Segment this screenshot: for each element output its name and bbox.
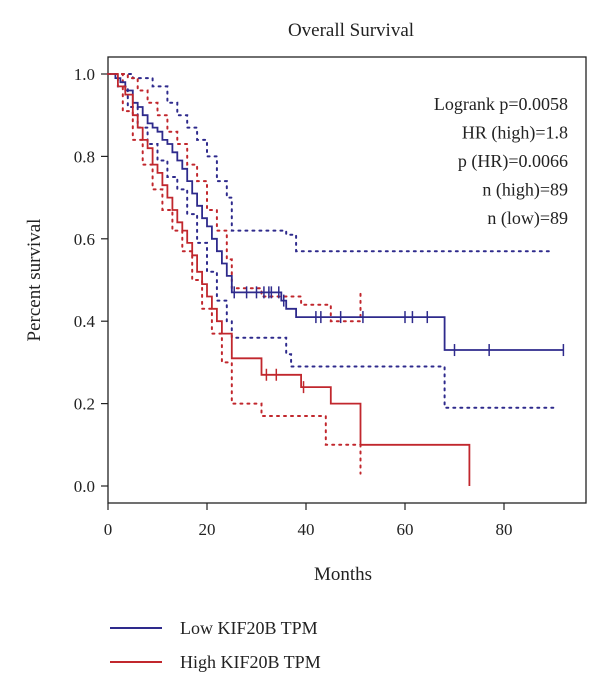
y-tick-label: 0.8	[74, 147, 95, 166]
x-tick-label: 0	[104, 520, 113, 539]
statistics-annotations: Logrank p=0.0058 HR (high)=1.8 p (HR)=0.00…	[434, 94, 568, 229]
high-upper-ci-line	[107, 73, 362, 323]
x-tick-label: 60	[397, 520, 414, 539]
y-axis: 0.0 0.2 0.4 0.6 0.8 1.0	[74, 65, 108, 496]
x-axis: 0 20 40 60 80	[104, 503, 513, 539]
low-survival-line	[108, 73, 564, 351]
high-lower-ci-line	[107, 73, 362, 475]
low-upper-ci-line	[107, 73, 555, 253]
x-tick-label: 80	[496, 520, 513, 539]
stat-annotation: Logrank p=0.0058	[434, 94, 568, 114]
y-tick-label: 0.2	[74, 395, 95, 414]
legend: Low KIF20B TPM High KIF20B TPM	[110, 618, 321, 672]
high-legend-label: High KIF20B TPM	[180, 652, 321, 672]
censor-marks	[233, 286, 565, 394]
high-survival-line	[108, 73, 471, 486]
y-tick-label: 0.6	[74, 230, 95, 249]
x-tick-label: 20	[199, 520, 216, 539]
y-tick-label: 0.0	[74, 477, 95, 496]
chart-title: Overall Survival	[288, 20, 414, 41]
y-tick-label: 1.0	[74, 65, 95, 84]
stat-annotation: n (low)=89	[487, 208, 568, 229]
y-axis-label: Percent survival	[24, 219, 45, 342]
stat-annotation: n (high)=89	[482, 180, 568, 201]
stat-annotation: p (HR)=0.0066	[458, 151, 568, 172]
low-legend-label: Low KIF20B TPM	[180, 618, 318, 638]
survival-curves	[108, 73, 564, 486]
stat-annotation: HR (high)=1.8	[462, 123, 568, 144]
x-axis-label: Months	[314, 564, 372, 585]
plot-frame	[107, 56, 587, 504]
x-tick-label: 40	[298, 520, 315, 539]
y-tick-label: 0.4	[74, 312, 96, 331]
